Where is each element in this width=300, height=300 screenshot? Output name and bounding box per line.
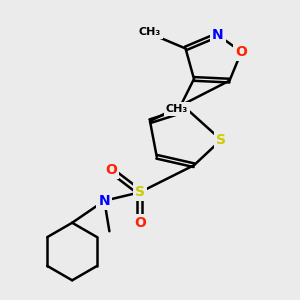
Text: N: N xyxy=(98,194,110,208)
Text: CH₃: CH₃ xyxy=(166,104,188,114)
Text: N: N xyxy=(212,28,224,42)
Text: O: O xyxy=(105,163,117,177)
Text: S: S xyxy=(135,185,145,199)
Text: O: O xyxy=(134,216,146,230)
Text: CH₃: CH₃ xyxy=(139,26,161,37)
Text: O: O xyxy=(236,45,247,59)
Text: S: S xyxy=(216,133,226,147)
